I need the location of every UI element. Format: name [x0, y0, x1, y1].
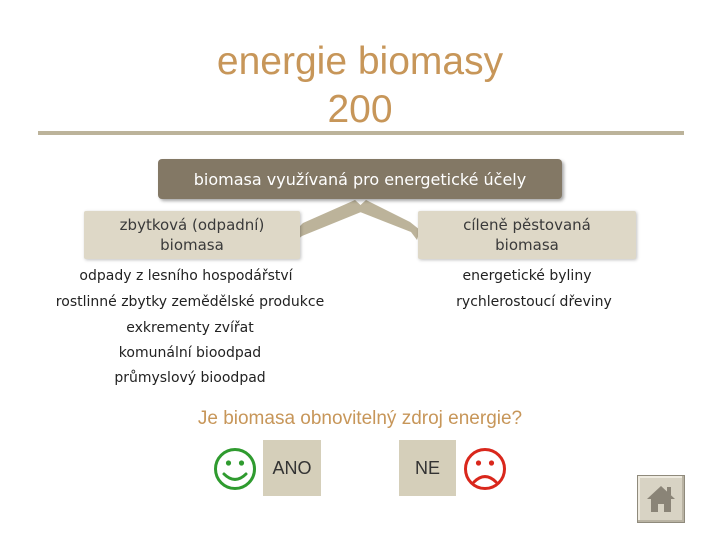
left-list-item: odpady z lesního hospodářství	[79, 268, 293, 284]
left-list-item: průmyslový bioodpad	[114, 370, 266, 386]
page-title: energie biomasy 200	[0, 38, 720, 134]
smiley-happy-icon	[214, 448, 256, 490]
title-line-1: energie biomasy	[216, 40, 504, 83]
grown-biomass-line-2: biomasa	[495, 236, 559, 254]
home-icon	[647, 486, 675, 512]
residual-biomass-line-2: biomasa	[160, 236, 224, 254]
title-divider	[38, 131, 684, 135]
smiley-sad-icon	[464, 448, 506, 490]
left-list-item: komunální bioodpad	[118, 345, 262, 361]
left-list-item: exkrementy zvířat	[126, 320, 254, 336]
answer-yes-button[interactable]: ANO	[263, 440, 321, 496]
right-list-item: rychlerostoucí dřeviny	[456, 294, 612, 310]
arrow-left	[296, 200, 366, 240]
arrow-right	[355, 200, 420, 240]
left-list-item: rostlinné zbytky zemědělské produkce	[55, 294, 325, 310]
question-text: Je biomasa obnovitelný zdroj energie?	[197, 408, 523, 429]
grown-biomass-box: cíleně pěstovaná biomasa	[418, 211, 636, 259]
home-button[interactable]	[637, 475, 685, 523]
answer-no-button[interactable]: NE	[399, 440, 456, 496]
right-list-item: energetické byliny	[462, 268, 592, 284]
grown-biomass-line-1: cíleně pěstovaná	[463, 216, 591, 234]
residual-biomass-line-1: zbytková (odpadní)	[119, 216, 265, 234]
residual-biomass-box: zbytková (odpadní) biomasa	[84, 211, 300, 259]
diagram-root-box: biomasa využívaná pro energetické účely	[158, 159, 562, 199]
title-points: 200	[327, 88, 393, 131]
